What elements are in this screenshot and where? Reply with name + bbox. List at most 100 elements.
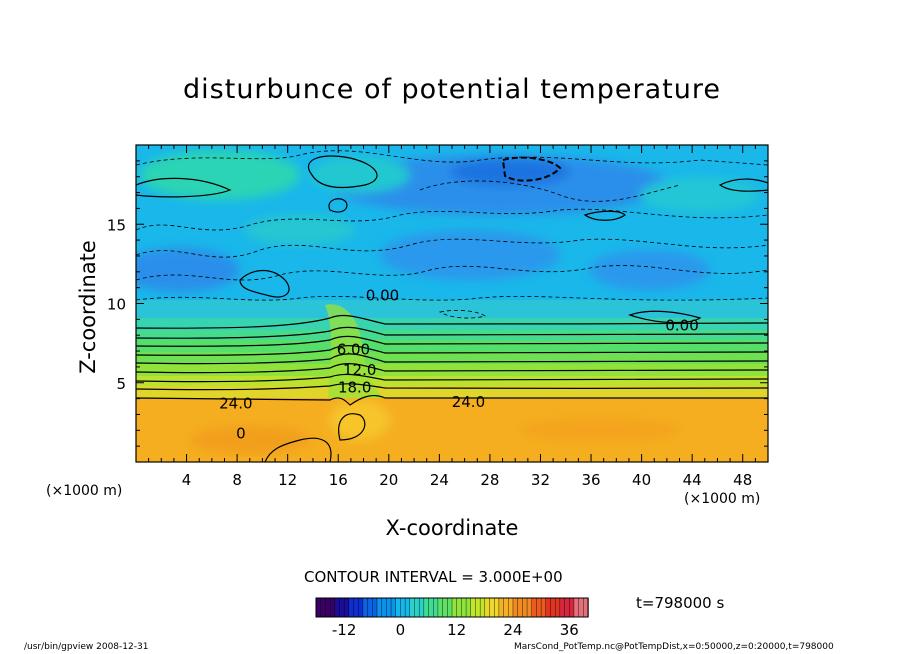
colorbar-cell bbox=[550, 597, 556, 618]
colorbar-cell bbox=[461, 597, 467, 618]
colorbar-cell bbox=[418, 597, 425, 618]
colorbar-cell bbox=[404, 597, 411, 618]
colorbar-cell bbox=[554, 597, 561, 618]
colorbar-cell bbox=[409, 597, 416, 618]
colorbar-cell bbox=[569, 597, 575, 618]
colorbar-cell bbox=[390, 597, 397, 618]
x-tick-label: 32 bbox=[531, 471, 550, 489]
contour-label: 0.00 bbox=[366, 287, 399, 305]
colorbar-cell bbox=[362, 597, 369, 618]
colorbar-cell bbox=[433, 597, 439, 618]
x-tick-label: 12 bbox=[278, 471, 297, 489]
colorbar-cell bbox=[334, 597, 341, 618]
colorbar-cell bbox=[545, 597, 552, 618]
field-patches bbox=[136, 150, 760, 292]
x-tick-label: 40 bbox=[632, 471, 651, 489]
x-axis-label: X-coordinate bbox=[385, 516, 519, 540]
colorbar-cell bbox=[526, 597, 533, 618]
x-tick-label: 24 bbox=[430, 471, 449, 489]
field-layer bbox=[136, 145, 768, 462]
x-tick-label: 8 bbox=[232, 471, 242, 489]
colorbar-cell bbox=[578, 597, 585, 618]
colorbar-cell bbox=[372, 597, 378, 618]
colorbar-cell bbox=[494, 597, 500, 618]
colorbar-cell bbox=[508, 597, 514, 618]
colorbar-cell bbox=[470, 597, 477, 618]
colorbar-cell bbox=[414, 597, 420, 618]
colorbar-cell bbox=[376, 597, 383, 618]
contour-label: 12.0 bbox=[343, 361, 376, 379]
colorbar-cell bbox=[395, 597, 402, 618]
colorbar-cell bbox=[381, 597, 388, 618]
colorbar-cell bbox=[489, 597, 495, 618]
band bbox=[136, 364, 768, 376]
colorbar-cell bbox=[423, 597, 430, 618]
colorbar-cell bbox=[475, 597, 481, 618]
colorbar-cell bbox=[479, 597, 486, 618]
contours-dashed bbox=[136, 150, 768, 319]
colorbar-cell bbox=[498, 597, 505, 618]
contour-label: 6.00 bbox=[337, 340, 370, 358]
colorbar-cell bbox=[400, 597, 406, 618]
x-unit-left: (×1000 m) bbox=[46, 483, 123, 499]
y-tick-label: 10 bbox=[107, 296, 126, 314]
colorbar-cell bbox=[465, 597, 472, 618]
colorbar-cell bbox=[451, 597, 458, 618]
band bbox=[136, 300, 768, 318]
x-unit-right: (×1000 m) bbox=[684, 491, 761, 507]
colorbar-cell bbox=[358, 597, 364, 618]
colorbar-cell bbox=[456, 597, 463, 618]
colorbar-cell bbox=[339, 597, 345, 618]
contours-solid bbox=[136, 155, 768, 462]
footer-left: /usr/bin/gpview 2008-12-31 bbox=[24, 642, 149, 652]
colorbar-cell bbox=[536, 597, 542, 618]
x-tick-label: 16 bbox=[329, 471, 348, 489]
band bbox=[136, 376, 768, 386]
colorbar-cell bbox=[540, 597, 547, 618]
colorbar-cell bbox=[329, 597, 336, 618]
colorbar-cell bbox=[522, 597, 528, 618]
x-tick-label: 28 bbox=[480, 471, 499, 489]
colorbar-cell bbox=[386, 597, 392, 618]
colorbar-cell bbox=[559, 597, 566, 618]
footer-right: MarsCond_PotTemp.nc@PotTempDist,x=0:5000… bbox=[514, 642, 834, 652]
band bbox=[136, 386, 768, 398]
colorbar-cell bbox=[343, 597, 350, 618]
colorbar-cell bbox=[320, 597, 327, 618]
contour-label: 24.0 bbox=[452, 393, 485, 411]
colorbar-tick-label: 12 bbox=[447, 621, 466, 639]
colorbar-cell bbox=[437, 597, 444, 618]
colorbar-cell bbox=[315, 597, 322, 618]
colorbar-cell bbox=[367, 597, 373, 618]
colorbar-tick-label: 36 bbox=[560, 621, 579, 639]
colorbar-cell bbox=[512, 597, 519, 618]
colorbar-cell bbox=[325, 597, 331, 618]
contour-label: 0 bbox=[236, 424, 246, 442]
contour-label: 0.00 bbox=[665, 317, 698, 335]
y-tick-label: 15 bbox=[107, 216, 126, 234]
contour-label: 24.0 bbox=[219, 394, 252, 412]
colorbar-cell bbox=[564, 597, 570, 618]
x-tick-label: 20 bbox=[379, 471, 398, 489]
colorbar-cell bbox=[531, 597, 538, 618]
colorbar-cell bbox=[484, 597, 491, 618]
contour-label: 18.0 bbox=[338, 379, 371, 397]
colorbar-cell bbox=[442, 597, 449, 618]
colorbar-cell bbox=[503, 597, 509, 618]
x-tick-label: 48 bbox=[733, 471, 752, 489]
colorbar-cell bbox=[348, 597, 355, 618]
chart-title: disturbunce of potential temperature bbox=[183, 74, 721, 105]
colorbar-frame bbox=[315, 597, 589, 618]
colorbar-tick-label: 24 bbox=[503, 621, 522, 639]
colorbar: -12 0 12 24 36 bbox=[315, 597, 589, 639]
contour-labels: 24.0 24.0 18.012.0 6.00 0.00 0.00 0 bbox=[219, 287, 699, 443]
colorbar-tick-label: -12 bbox=[332, 621, 357, 639]
y-tick-label: 5 bbox=[116, 375, 126, 393]
time-label: t=798000 s bbox=[636, 594, 725, 612]
contour-interval: CONTOUR INTERVAL = 3.000E+00 bbox=[304, 568, 563, 586]
colorbar-cell bbox=[353, 597, 359, 618]
colorbar-cell bbox=[447, 597, 453, 618]
colorbar-cell bbox=[573, 597, 580, 618]
